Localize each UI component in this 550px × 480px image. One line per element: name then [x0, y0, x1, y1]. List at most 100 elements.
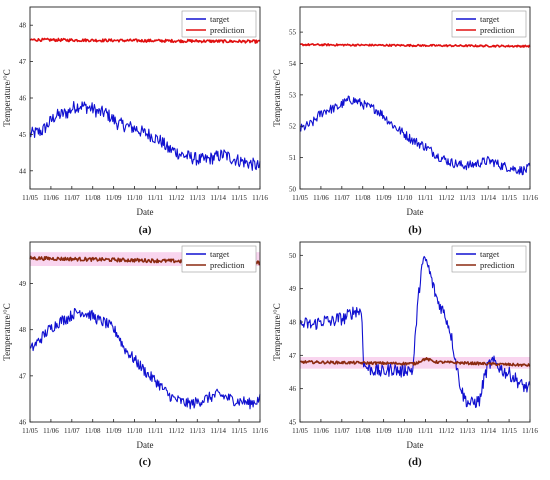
chart-panel-2: 11/05 11/06 11/07 11/08 11/09 11/10 11/11 11/12…: [272, 6, 538, 236]
x-tick-label: 11/05: [22, 194, 38, 202]
x-tick-label: 11/07: [64, 427, 80, 435]
x-tick-label: 11/11: [418, 194, 434, 202]
y-tick-label: 47: [289, 352, 297, 360]
y-tick-label: 48: [19, 22, 27, 30]
x-tick-label: 11/10: [397, 194, 413, 202]
chart-panel-1: 11/05 11/06 11/07 11/08 11/09 11/10 11/11 11/12…: [2, 6, 268, 236]
x-tick-label: 11/10: [127, 194, 143, 202]
y-axis-label: Temperature/°C: [272, 69, 282, 126]
x-axis-label: Date: [407, 207, 424, 217]
x-tick-label: 11/09: [106, 427, 122, 435]
y-axis-label: Temperature/°C: [2, 69, 12, 126]
x-tick-label: 11/12: [169, 427, 185, 435]
x-tick-label: 11/09: [376, 427, 392, 435]
y-tick-label: 44: [19, 167, 27, 175]
y-tick-label: 47: [19, 372, 27, 380]
y-tick-label: 49: [289, 285, 297, 293]
x-tick-label: 11/10: [397, 427, 413, 435]
x-tick-label: 11/12: [439, 427, 455, 435]
chart-panel-3: 11/05 11/06 11/07 11/08 11/09 11/10 11/11 11/12…: [2, 241, 268, 468]
x-tick-label: 11/14: [210, 427, 226, 435]
x-tick-label: 11/09: [106, 194, 122, 202]
panel-label: (b): [408, 224, 422, 236]
legend-label-target: target: [480, 14, 500, 24]
x-tick-label: 11/13: [459, 194, 475, 202]
legend-label-target: target: [210, 14, 230, 24]
legend-label-target: target: [480, 249, 500, 259]
x-tick-label: 11/14: [480, 427, 496, 435]
x-axis-label: Date: [137, 440, 154, 450]
plot-frame: [29, 241, 261, 423]
x-tick-label: 11/14: [480, 194, 496, 202]
legend-label-prediction: prediction: [480, 25, 515, 35]
x-axis-label: Date: [137, 207, 154, 217]
y-tick-label: 47: [19, 58, 27, 66]
series-line-prediction: [299, 356, 531, 368]
plot-frame: [299, 6, 531, 190]
x-tick-label: 11/11: [148, 194, 164, 202]
x-tick-label: 11/07: [64, 194, 80, 202]
x-tick-label: 11/08: [355, 427, 371, 435]
panel-label: (c): [139, 456, 152, 468]
x-tick-label: 11/06: [313, 194, 329, 202]
legend-label-prediction: prediction: [210, 25, 245, 35]
x-tick-label: 11/05: [292, 427, 308, 435]
chart-panel-4: 11/05 11/06 11/07 11/08 11/09 11/10 11/11 11/12…: [272, 241, 538, 468]
x-tick-label: 11/07: [334, 194, 350, 202]
y-tick-label: 46: [19, 95, 27, 103]
panel-label: (a): [139, 224, 152, 236]
x-tick-label: 11/08: [85, 194, 101, 202]
x-tick-label: 11/08: [355, 194, 371, 202]
x-tick-label: 11/10: [127, 427, 143, 435]
series-line-prediction: [29, 37, 261, 44]
x-tick-label: 11/15: [501, 194, 517, 202]
x-tick-label: 11/06: [313, 427, 329, 435]
y-tick-label: 50: [289, 252, 297, 260]
legend-label-target: target: [210, 249, 230, 259]
x-tick-label: 11/16: [252, 194, 268, 202]
y-tick-label: 53: [289, 91, 297, 99]
series-line-target: [29, 307, 261, 410]
x-tick-label: 11/12: [169, 194, 185, 202]
x-tick-label: 11/07: [334, 427, 350, 435]
legend-box: [181, 10, 257, 38]
x-tick-label: 11/15: [231, 194, 247, 202]
x-tick-label: 11/06: [43, 194, 59, 202]
x-tick-label: 11/08: [85, 427, 101, 435]
y-tick-label: 48: [19, 326, 27, 334]
legend-label-prediction: prediction: [480, 260, 515, 270]
x-tick-label: 11/14: [210, 194, 226, 202]
x-axis-label: Date: [407, 440, 424, 450]
legend-box: [181, 245, 257, 273]
legend-box: [451, 245, 527, 273]
x-tick-label: 11/11: [148, 427, 164, 435]
x-tick-label: 11/12: [439, 194, 455, 202]
plot-frame: [299, 241, 531, 423]
series-line-target: [299, 255, 531, 409]
panel-label: (d): [408, 456, 422, 468]
y-tick-label: 52: [289, 123, 297, 131]
series-line-target: [299, 95, 531, 176]
y-tick-label: 49: [19, 280, 27, 288]
y-tick-label: 54: [289, 60, 297, 68]
x-tick-label: 11/09: [376, 194, 392, 202]
x-tick-label: 11/15: [501, 427, 517, 435]
series-line-prediction: [299, 43, 531, 48]
y-tick-label: 45: [289, 419, 297, 427]
x-tick-label: 11/13: [189, 194, 205, 202]
y-tick-label: 45: [19, 131, 27, 139]
y-tick-label: 50: [289, 186, 297, 194]
y-tick-label: 46: [19, 419, 27, 427]
y-tick-label: 46: [289, 385, 297, 393]
series-line-target: [29, 100, 261, 171]
x-tick-label: 11/16: [522, 427, 538, 435]
x-tick-label: 11/15: [231, 427, 247, 435]
y-tick-label: 51: [289, 154, 297, 162]
y-tick-label: 55: [289, 29, 297, 37]
x-tick-label: 11/13: [189, 427, 205, 435]
y-axis-label: Temperature/°C: [272, 303, 282, 360]
x-tick-label: 11/16: [252, 427, 268, 435]
x-tick-label: 11/06: [43, 427, 59, 435]
